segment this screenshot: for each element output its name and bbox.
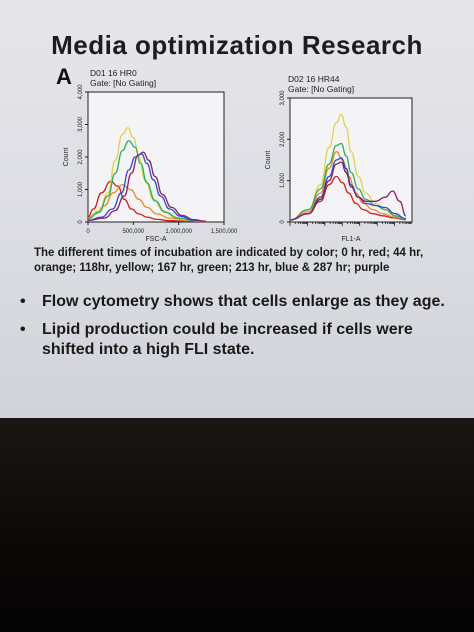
series-line [289, 142, 406, 221]
y-tick-label: 2,000 [78, 149, 84, 165]
bullet-item: • Flow cytometry shows that cells enlarg… [16, 292, 466, 312]
x-tick-label: 1,000,000 [165, 229, 192, 235]
chart1-gate-label: Gate: [No Gating] [90, 78, 157, 88]
x-tick-label: 0 [86, 229, 90, 235]
series-line [87, 153, 206, 222]
series-line [289, 161, 407, 221]
chart2-gate-label: Gate: [No Gating] [288, 84, 355, 94]
panel-letter: A [56, 64, 72, 89]
bullet-text: Lipid production could be increased if c… [42, 321, 413, 358]
slide-caption: The different times of incubation are in… [34, 247, 424, 274]
bullet-dot: • [20, 321, 26, 338]
y-tick-label: 1,000 [78, 181, 84, 197]
x-tick-label: 1,500,000 [211, 229, 238, 235]
plot-frame [87, 91, 225, 223]
bullet-dot: • [20, 293, 26, 310]
bullet-item: • Lipid production could be increased if… [16, 320, 466, 360]
y-axis-label: Count [63, 148, 70, 167]
bullet-list: • Flow cytometry shows that cells enlarg… [16, 292, 466, 368]
chart-fsc-histogram: 0 1,000 2,000 3,000 4,000 0 500,000 1,000,000 1,… [63, 84, 238, 243]
series-line [87, 151, 206, 222]
x-axis-label: FSC-A [146, 236, 167, 243]
chart2-sample-label: D02 16 HR44 [288, 74, 340, 84]
projection-background [0, 418, 474, 632]
y-tick-label: 4,000 [78, 84, 84, 100]
slide-title: Media optimization Research [51, 30, 423, 60]
bullet-text: Flow cytometry shows that cells enlarge … [42, 293, 445, 310]
plot-frame [289, 97, 413, 223]
x-tick-label: 500,000 [122, 229, 144, 235]
y-axis-label: Count [265, 151, 272, 170]
y-tick-label: 3,000 [78, 116, 84, 132]
series-line [87, 180, 206, 223]
x-axis-label: FL1-A [341, 236, 360, 243]
chart2-header: D02 16 HR44 Gate: [No Gating] [288, 74, 354, 94]
y-tick-label: 3,000 [280, 90, 286, 106]
chart1-sample-label: D01 16 HR0 [90, 68, 137, 78]
y-tick-label: 1,000 [280, 172, 286, 188]
chart1-header: D01 16 HR0 Gate: [No Gating] [90, 68, 156, 88]
y-tick-label: 2,000 [280, 131, 286, 147]
y-tick-label: 0 [280, 220, 286, 224]
slide: Media optimization Research A D01 16 HR0… [0, 0, 474, 418]
chart-fl1-histogram: 0 1,000 2,000 3,000 FL1-A Count [265, 90, 413, 243]
series-line [289, 175, 406, 221]
y-tick-label: 0 [78, 220, 84, 224]
